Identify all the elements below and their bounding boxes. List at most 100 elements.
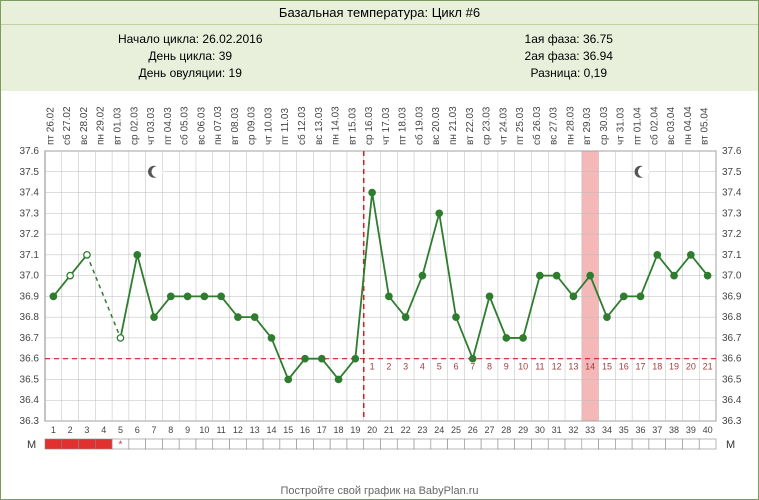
svg-text:сб 12.03: сб 12.03	[296, 106, 308, 145]
cycle-start-label: Начало цикла: 26.02.2016	[1, 31, 380, 48]
info-left: Начало цикла: 26.02.2016 День цикла: 39 …	[1, 31, 380, 81]
svg-text:20: 20	[686, 362, 696, 372]
svg-text:21: 21	[384, 425, 394, 435]
svg-text:ср 23.03: ср 23.03	[482, 107, 493, 146]
svg-text:7: 7	[470, 362, 475, 372]
svg-text:2: 2	[68, 425, 73, 435]
svg-text:36.3: 36.3	[722, 416, 742, 427]
svg-text:27: 27	[485, 425, 495, 435]
svg-text:17: 17	[636, 362, 646, 372]
svg-text:ср 02.03: ср 02.03	[129, 107, 140, 146]
svg-text:26: 26	[468, 425, 478, 435]
svg-text:4: 4	[101, 425, 106, 435]
svg-text:пт 18.03: пт 18.03	[398, 107, 409, 145]
moon-icon	[635, 166, 650, 178]
svg-text:2: 2	[386, 362, 391, 372]
svg-text:пт 11.03: пт 11.03	[280, 108, 291, 145]
svg-text:пн 14.03: пн 14.03	[331, 106, 342, 145]
svg-text:24: 24	[434, 425, 444, 435]
svg-text:вт 29.03: вт 29.03	[582, 107, 593, 145]
svg-text:32: 32	[568, 425, 578, 435]
svg-text:16: 16	[619, 362, 629, 372]
info-right: 1ая фаза: 36.75 2ая фаза: 36.94 Разница:…	[380, 31, 759, 81]
svg-text:15: 15	[602, 362, 612, 372]
svg-text:чт 17.03: чт 17.03	[381, 107, 392, 145]
svg-text:вт 08.03: вт 08.03	[230, 107, 241, 145]
svg-text:21: 21	[703, 362, 713, 372]
svg-text:36.4: 36.4	[20, 396, 40, 407]
svg-text:36.5: 36.5	[722, 375, 742, 386]
svg-text:37.3: 37.3	[20, 209, 40, 220]
svg-text:пт 04.03: пт 04.03	[163, 107, 174, 145]
svg-text:37.1: 37.1	[722, 250, 742, 261]
svg-text:9: 9	[504, 362, 509, 372]
info-block: Начало цикла: 26.02.2016 День цикла: 39 …	[1, 25, 758, 91]
svg-text:36.4: 36.4	[722, 396, 742, 407]
svg-text:36.6: 36.6	[20, 354, 40, 365]
svg-text:37.1: 37.1	[20, 250, 40, 261]
svg-text:чт 31.03: чт 31.03	[616, 107, 627, 145]
phase1-label: 1ая фаза: 36.75	[380, 31, 759, 48]
svg-text:6: 6	[135, 425, 140, 435]
svg-text:37.3: 37.3	[722, 209, 742, 220]
svg-text:3: 3	[403, 362, 408, 372]
svg-text:17: 17	[317, 425, 327, 435]
svg-text:пт 26.02: пт 26.02	[45, 107, 56, 145]
svg-text:пн 21.03: пн 21.03	[448, 106, 459, 145]
svg-text:37.2: 37.2	[722, 229, 742, 240]
cycle-day-label: День цикла: 39	[1, 48, 380, 65]
svg-text:37.0: 37.0	[20, 271, 40, 282]
svg-text:37.0: 37.0	[722, 271, 742, 282]
svg-text:ср 09.03: ср 09.03	[247, 107, 258, 146]
svg-text:36.9: 36.9	[722, 292, 742, 303]
footer-text: Постройте свой график на BabyPlan.ru	[1, 481, 758, 497]
svg-text:11: 11	[216, 425, 225, 435]
svg-text:31: 31	[552, 425, 562, 435]
svg-text:37.4: 37.4	[722, 188, 742, 199]
ovulation-day-label: День овуляции: 19	[1, 65, 380, 82]
svg-text:вс 27.03: вс 27.03	[549, 107, 560, 145]
svg-text:36.8: 36.8	[722, 313, 742, 324]
svg-text:13: 13	[250, 425, 260, 435]
svg-text:вт 05.04: вт 05.04	[700, 107, 711, 145]
svg-text:18: 18	[334, 425, 344, 435]
svg-text:37.2: 37.2	[20, 229, 40, 240]
svg-text:чт 24.03: чт 24.03	[498, 107, 509, 145]
svg-text:37.6: 37.6	[722, 146, 742, 157]
svg-text:пн 07.03: пн 07.03	[213, 106, 224, 145]
svg-text:37.5: 37.5	[722, 167, 742, 178]
svg-text:ср 30.03: ср 30.03	[599, 107, 610, 146]
svg-text:M: M	[27, 439, 36, 451]
svg-text:6: 6	[453, 362, 458, 372]
svg-text:19: 19	[350, 425, 360, 435]
svg-text:28: 28	[501, 425, 511, 435]
svg-text:M: M	[726, 439, 735, 451]
svg-text:30: 30	[535, 425, 545, 435]
svg-text:9: 9	[185, 425, 190, 435]
svg-text:10: 10	[518, 362, 528, 372]
svg-text:37.4: 37.4	[20, 188, 40, 199]
svg-text:23: 23	[417, 425, 427, 435]
svg-text:14: 14	[585, 362, 595, 372]
svg-text:36.6: 36.6	[722, 354, 742, 365]
svg-text:36.3: 36.3	[20, 416, 40, 427]
chart-title: Базальная температура: Цикл #6	[1, 1, 758, 25]
svg-text:12: 12	[233, 425, 243, 435]
svg-text:пн 29.02: пн 29.02	[96, 106, 107, 145]
svg-text:37: 37	[652, 425, 662, 435]
svg-text:19: 19	[669, 362, 679, 372]
svg-text:22: 22	[401, 425, 411, 435]
svg-text:25: 25	[451, 425, 461, 435]
diff-label: Разница: 0,19	[380, 65, 759, 82]
svg-text:33: 33	[585, 425, 595, 435]
svg-text:сб 19.03: сб 19.03	[413, 106, 425, 145]
svg-text:7: 7	[152, 425, 157, 435]
svg-text:34: 34	[602, 425, 612, 435]
chart-area: 36.336.336.436.436.536.536.636.636.736.7…	[1, 91, 759, 481]
svg-text:1: 1	[51, 425, 56, 435]
svg-text:36: 36	[636, 425, 646, 435]
svg-text:40: 40	[703, 425, 713, 435]
svg-text:38: 38	[669, 425, 679, 435]
svg-text:36.5: 36.5	[20, 375, 40, 386]
svg-text:5: 5	[118, 425, 123, 435]
